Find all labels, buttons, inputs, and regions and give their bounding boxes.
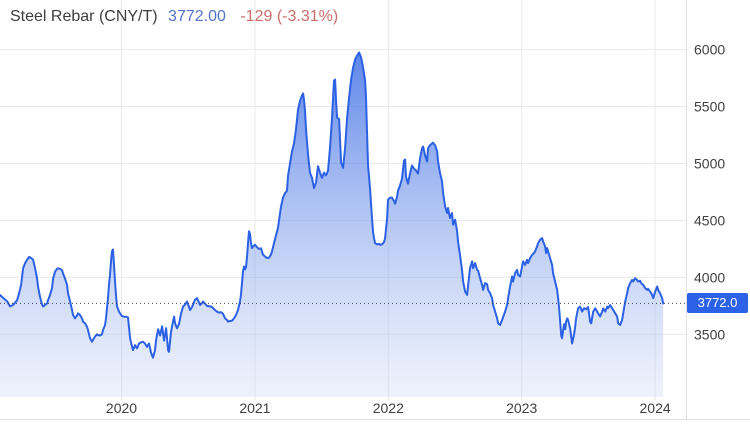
y-axis-label: 5000 bbox=[694, 156, 725, 172]
y-axis-label: 4500 bbox=[694, 212, 725, 228]
price-line bbox=[0, 51, 665, 359]
chart-header: Steel Rebar (CNY/T) 3772.00 -129 (-3.31%… bbox=[10, 8, 338, 26]
x-axis-label: 2020 bbox=[106, 400, 137, 416]
x-axis-label: 2022 bbox=[373, 400, 404, 416]
y-axis-label: 3500 bbox=[694, 326, 725, 342]
current-price-badge: 3772.0 bbox=[687, 293, 748, 313]
x-axis-label: 2021 bbox=[239, 400, 270, 416]
y-axis-label: 6000 bbox=[694, 42, 725, 58]
x-axis-label: 2024 bbox=[640, 400, 671, 416]
y-axis-label: 5500 bbox=[694, 99, 725, 115]
y-axis-label: 4000 bbox=[694, 269, 725, 285]
area-fill bbox=[0, 52, 664, 397]
last-price: 3772.00 bbox=[168, 8, 226, 25]
price-change: -129 (-3.31%) bbox=[240, 8, 339, 25]
x-axis-label: 2023 bbox=[506, 400, 537, 416]
instrument-title: Steel Rebar (CNY/T) bbox=[10, 8, 158, 25]
